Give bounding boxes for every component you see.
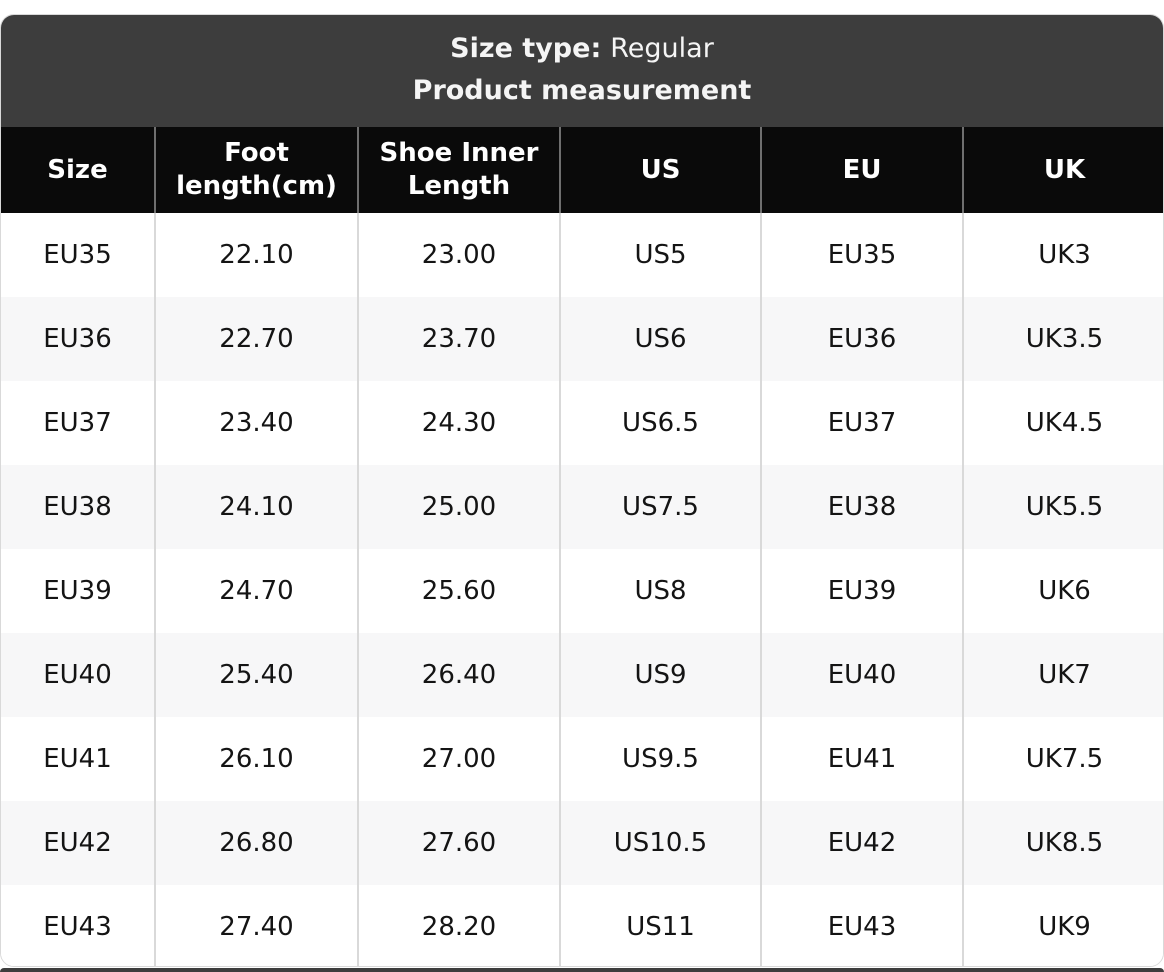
table-cell: 23.00 <box>357 213 560 297</box>
table-cell: US11 <box>559 885 761 966</box>
next-section-bar <box>0 968 1164 972</box>
table-cell: UK5.5 <box>962 465 1163 549</box>
table-cell: 24.70 <box>154 549 358 633</box>
size-type-line: Size type: Regular <box>1 28 1163 70</box>
table-cell: EU43 <box>43 912 112 942</box>
table-cell: EU35 <box>760 213 963 297</box>
table-row: EU40 25.40 26.40 US9 EU40 UK7 <box>1 633 1163 717</box>
table-cell: EU39 <box>760 549 963 633</box>
table-cell: UK3 <box>962 213 1163 297</box>
table-cell: 22.70 <box>154 297 358 381</box>
table-cell: EU43 <box>760 885 963 966</box>
table-cell: EU37 <box>760 381 963 465</box>
table-cell: EU38 <box>760 465 963 549</box>
table-cell: US9 <box>559 633 761 717</box>
column-header: US <box>559 127 761 213</box>
table-row: EU41 26.10 27.00 US9.5 EU41 UK7.5 <box>1 717 1163 801</box>
column-header: Foot length(cm) <box>154 127 358 213</box>
table-cell: UK7 <box>962 633 1163 717</box>
table-cell: 27.00 <box>357 717 560 801</box>
table-cell: US6 <box>559 297 761 381</box>
table-row: EU43 27.40 28.20 US11 EU43 UK9 <box>1 885 1163 966</box>
table-cell: 24.10 <box>154 465 358 549</box>
table-row: EU39 24.70 25.60 US8 EU39 UK6 <box>1 549 1163 633</box>
table-cell: 25.60 <box>357 549 560 633</box>
table-row: EU36 22.70 23.70 US6 EU36 UK3.5 <box>1 297 1163 381</box>
table-cell: US7.5 <box>559 465 761 549</box>
table-cell: 24.30 <box>357 381 560 465</box>
table-cell: EU42 <box>760 801 963 885</box>
table-cell: 26.80 <box>154 801 358 885</box>
table-cell: UK9 <box>962 885 1163 966</box>
table-row: EU35 22.10 23.00 US5 EU35 UK3 <box>1 213 1163 297</box>
table-cell: US10.5 <box>559 801 761 885</box>
table-cell: UK6 <box>962 549 1163 633</box>
table-cell: EU38 <box>43 492 112 522</box>
table-cell: 25.40 <box>154 633 358 717</box>
table-cell: 23.40 <box>154 381 358 465</box>
table-cell: EU42 <box>43 828 112 858</box>
size-type-value: Regular <box>610 33 714 64</box>
table-row: EU37 23.40 24.30 US6.5 EU37 UK4.5 <box>1 381 1163 465</box>
table-cell: UK4.5 <box>962 381 1163 465</box>
table-cell: UK7.5 <box>962 717 1163 801</box>
table-cell: 28.20 <box>357 885 560 966</box>
table-cell: 27.60 <box>357 801 560 885</box>
table-cell: US8 <box>559 549 761 633</box>
table-row: EU42 26.80 27.60 US10.5 EU42 UK8.5 <box>1 801 1163 885</box>
table-cell: US6.5 <box>559 381 761 465</box>
chart-subtitle: Product measurement <box>412 75 752 106</box>
table-cell: 22.10 <box>154 213 358 297</box>
table-cell: UK3.5 <box>962 297 1163 381</box>
column-header: Size <box>47 154 108 185</box>
table-cell: EU37 <box>43 408 112 438</box>
column-header: UK <box>962 127 1163 213</box>
table-cell: EU40 <box>760 633 963 717</box>
column-header: Shoe Inner Length <box>357 127 560 213</box>
table-cell: EU36 <box>760 297 963 381</box>
chart-title-bar: Size type: Regular Product measurement <box>1 15 1163 127</box>
table-cell: 23.70 <box>357 297 560 381</box>
size-conversion-table: Size Foot length(cm) Shoe Inner Length US EU… <box>1 127 1163 966</box>
table-cell: US5 <box>559 213 761 297</box>
header-row: Size Foot length(cm) Shoe Inner Length US EU… <box>1 127 1163 213</box>
table-cell: 26.10 <box>154 717 358 801</box>
table-cell: EU39 <box>43 576 112 606</box>
table-cell: 26.40 <box>357 633 560 717</box>
table-cell: EU35 <box>43 240 112 270</box>
table-cell: US9.5 <box>559 717 761 801</box>
size-table-header: Size Foot length(cm) Shoe Inner Length US EU… <box>1 127 1163 213</box>
table-cell: EU41 <box>43 744 112 774</box>
table-cell: 25.00 <box>357 465 560 549</box>
table-cell: UK8.5 <box>962 801 1163 885</box>
table-cell: EU41 <box>760 717 963 801</box>
table-cell: EU36 <box>43 324 112 354</box>
column-header: EU <box>760 127 963 213</box>
table-row: EU38 24.10 25.00 US7.5 EU38 UK5.5 <box>1 465 1163 549</box>
table-cell: EU40 <box>43 660 112 690</box>
size-table-body: EU35 22.10 23.00 US5 EU35 UK3 EU36 22.70 23.70 US… <box>1 213 1163 966</box>
table-cell: 27.40 <box>154 885 358 966</box>
size-type-label: Size type: <box>450 33 602 64</box>
size-chart-card: Size type: Regular Product measurement Si… <box>0 14 1164 967</box>
